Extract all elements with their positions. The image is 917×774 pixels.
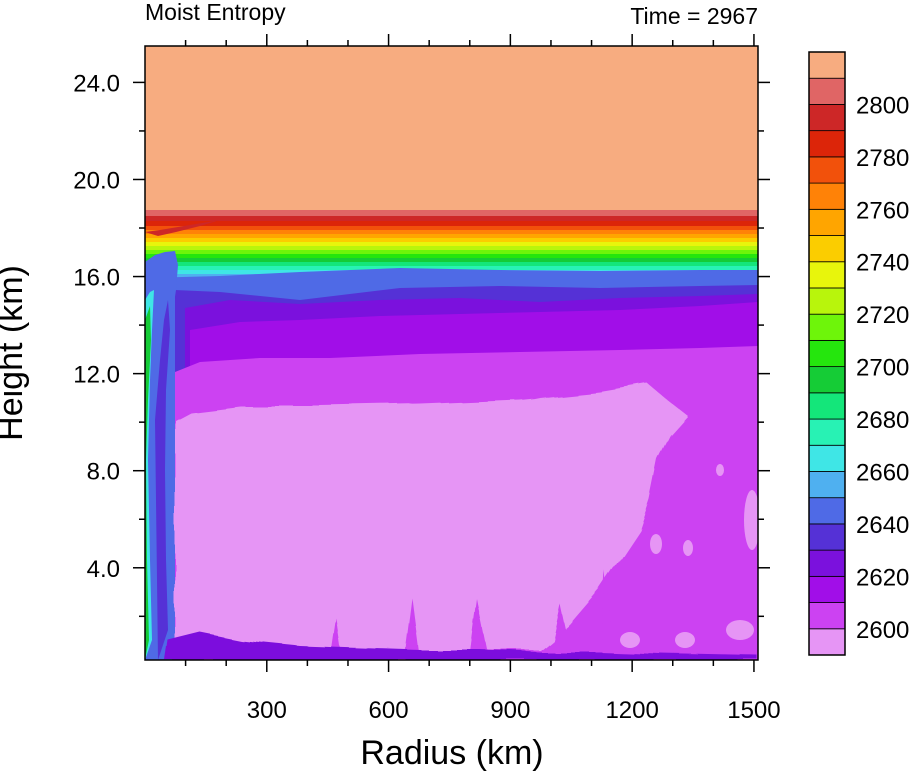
x-tick-label: 300 [247, 697, 287, 724]
colorbar-cell [808, 130, 846, 158]
x-tick-label: 900 [490, 697, 530, 724]
colorbar-cell [808, 444, 846, 472]
colorbar-cell [808, 392, 846, 420]
contour-patches [620, 464, 758, 648]
x-axis-ticks [184, 34, 755, 672]
y-tick-label: 24.0 [73, 70, 120, 97]
colorbar-cell [808, 235, 846, 263]
y-axis-tick-labels: 4.0 8.0 12.0 16.0 20.0 24.0 [73, 70, 120, 582]
colorbar-label: 2760 [856, 197, 909, 224]
colorbar-cell [808, 366, 846, 394]
colorbar-label: 2600 [856, 617, 909, 644]
eyewall-column [145, 220, 220, 660]
plot-frame [144, 45, 759, 661]
y-tick-label: 20.0 [73, 167, 120, 194]
colorbar-cell [808, 418, 846, 446]
y-axis-ticks [133, 81, 770, 618]
boundary-layer [165, 632, 758, 660]
x-tick-label: 1200 [605, 697, 658, 724]
y-tick-label: 16.0 [73, 265, 120, 292]
colorbar-cell [808, 156, 846, 184]
x-axis-label: Radius (km) [360, 734, 543, 772]
y-tick-label: 4.0 [87, 556, 120, 583]
colorbar-label: 2620 [856, 564, 909, 591]
chart-title-right: Time = 2967 [630, 3, 758, 29]
colorbar-cell [808, 339, 846, 368]
colorbar-label: 2740 [856, 250, 909, 277]
y-tick-label: 8.0 [87, 459, 120, 486]
colorbar-cell [808, 77, 846, 105]
contour-min-region [175, 384, 688, 650]
contour-plot-area [145, 46, 758, 660]
colorbar-label: 2640 [856, 512, 909, 539]
colorbar-label: 2680 [856, 407, 909, 434]
x-tick-label: 1500 [727, 697, 780, 724]
x-tick-label: 600 [369, 697, 409, 724]
colorbar-label: 2780 [856, 145, 909, 172]
colorbar-cell [808, 471, 846, 499]
colorbar-cell [808, 182, 846, 210]
colorbar-cell [808, 287, 846, 315]
colorbar-label: 2660 [856, 459, 909, 486]
y-axis-label: Height (km) [0, 265, 30, 441]
colorbar-cell [808, 602, 846, 630]
colorbar-cell [808, 51, 846, 79]
colorbar-cell [808, 628, 846, 656]
colorbar-cell [808, 523, 846, 551]
colorbar-label: 2800 [856, 92, 909, 119]
colorbar-cell [808, 261, 846, 289]
x-axis-tick-labels: 300 600 900 1200 1500 [247, 697, 781, 724]
colorbar [808, 51, 846, 656]
tropopause-gradient [145, 210, 758, 280]
colorbar-label: 2700 [856, 355, 909, 382]
colorbar-frame [808, 51, 846, 656]
colorbar-cell [808, 575, 846, 603]
y-tick-label: 12.0 [73, 362, 120, 389]
colorbar-labels: 2600 2620 2640 2660 2680 2700 2720 2740 2760 2780… [856, 92, 909, 643]
colorbar-cell [808, 313, 846, 341]
colorbar-cell [808, 497, 846, 525]
colorbar-label: 2720 [856, 302, 909, 329]
colorbar-cell [808, 104, 846, 132]
chart-title-left: Moist Entropy [145, 0, 286, 25]
colorbar-cell [808, 208, 846, 236]
colorbar-cell [808, 549, 846, 577]
